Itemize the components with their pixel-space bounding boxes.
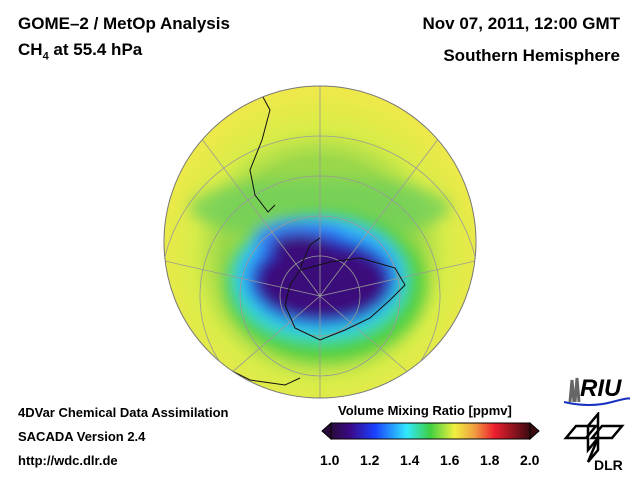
footer-version: SACADA Version 2.4 [18,429,146,444]
colorbar [321,421,540,441]
colorbar-tick: 2.0 [520,452,540,468]
hemisphere-label: Southern Hemisphere [443,46,620,65]
title-species: CH4 at 55.4 hPa [18,40,142,62]
level: at 55.4 hPa [48,40,143,59]
species-subscript: 4 [42,50,49,63]
colorbar-tick: 1.6 [440,452,460,468]
dlr-logo: DLR [560,410,630,477]
date-label: Nov 07, 2011, 12:00 GMT [422,14,621,33]
colorbar-max-arrow [529,421,540,441]
colorbar-gradient [330,422,531,440]
riu-logo: RIU [560,372,632,411]
title-product: GOME–2 / MetOp Analysis [18,14,230,33]
footer-method: 4DVar Chemical Data Assimilation [18,405,229,420]
colorbar-tick: 1.0 [320,452,340,468]
colorbar-title: Volume Mixing Ratio [ppmv] [338,403,512,418]
colorbar-min-arrow [321,421,332,441]
colorbar-tick: 1.4 [400,452,420,468]
riu-logo-text: RIU [580,375,622,402]
species: CH [18,40,43,59]
dlr-logo-text: DLR [594,457,623,472]
colorbar-tick: 1.2 [360,452,380,468]
colorbar-tick: 1.8 [480,452,500,468]
footer-url[interactable]: http://wdc.dlr.de [18,453,118,468]
